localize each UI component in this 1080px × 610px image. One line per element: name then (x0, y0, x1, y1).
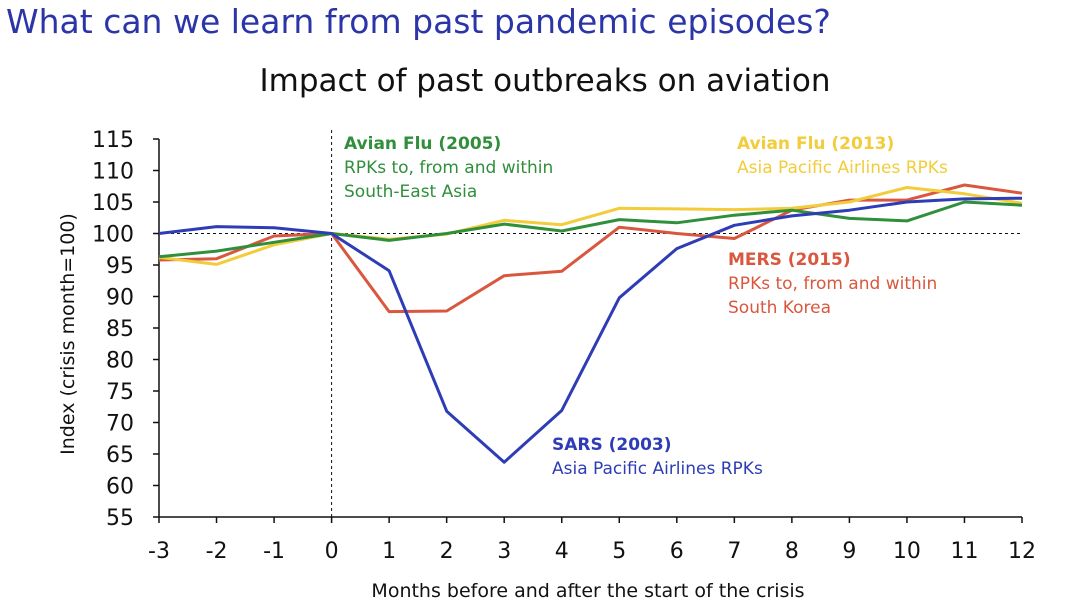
y-tick-label: 85 (106, 317, 134, 342)
series-line-sars (158, 196, 1023, 464)
y-tick-label: 65 (106, 443, 134, 468)
y-axis-label: Index (crisis month=100) (57, 213, 79, 455)
y-tick-label: 90 (106, 286, 134, 311)
annotation-text-avian2013: Asia Pacific Airlines RPKs (737, 158, 948, 178)
series-annotations: Avian Flu (2005) RPKs to, from and within… (344, 134, 948, 479)
x-tick-label: -1 (263, 539, 285, 564)
annotation-title-sars: SARS (2003) (552, 435, 672, 455)
annotation-text-sars: Asia Pacific Airlines RPKs (552, 459, 763, 479)
axes (158, 130, 1022, 518)
x-tick-label: 6 (670, 539, 684, 564)
x-tick-label: 12 (1008, 539, 1036, 564)
x-tick-label: 8 (785, 539, 799, 564)
annotation-title-avian2005: Avian Flu (2005) (344, 134, 501, 154)
chart-title: Impact of past outbreaks on aviation (259, 63, 831, 99)
x-tick-label: 2 (440, 539, 454, 564)
x-tick-label: -3 (148, 539, 170, 564)
annotation-text-mers: South Korea (728, 298, 831, 318)
x-tick-label: 10 (893, 539, 921, 564)
x-tick-label: 9 (842, 539, 856, 564)
y-tick-label: 100 (92, 223, 134, 248)
series-lines (158, 183, 1023, 464)
x-axis-label: Months before and after the start of the… (371, 580, 804, 602)
y-tick-label: 75 (106, 380, 134, 405)
y-tick-label: 80 (106, 349, 134, 374)
y-tick-label: 55 (106, 506, 134, 531)
slide-title: What can we learn from past pandemic epi… (6, 2, 831, 41)
series-line-avian2005 (158, 200, 1023, 259)
x-tick-label: 11 (950, 539, 978, 564)
annotation-text-avian2005: South-East Asia (344, 182, 477, 202)
x-axis-ticks: -3 -2 -1 0 1 2 3 4 5 6 7 8 9 10 11 12 (148, 517, 1036, 564)
annotation-title-avian2013: Avian Flu (2013) (737, 134, 894, 154)
y-tick-label: 60 (106, 475, 134, 500)
y-tick-label: 105 (92, 191, 134, 216)
x-tick-label: 7 (727, 539, 741, 564)
x-tick-label: 0 (325, 539, 339, 564)
x-tick-label: 1 (382, 539, 396, 564)
x-tick-label: 5 (612, 539, 626, 564)
annotation-text-avian2005: RPKs to, from and within (344, 158, 553, 178)
y-tick-label: 110 (92, 160, 134, 185)
series-line-mers (158, 183, 1023, 314)
x-tick-label: -2 (206, 539, 228, 564)
x-tick-label: 3 (497, 539, 511, 564)
annotation-title-mers: MERS (2015) (728, 250, 851, 270)
x-tick-label: 4 (555, 539, 569, 564)
y-tick-label: 95 (106, 254, 134, 279)
annotation-text-mers: RPKs to, from and within (728, 274, 937, 294)
y-axis-ticks: 55 60 65 70 75 80 85 90 95 100 105 110 115 (92, 128, 159, 531)
y-tick-label: 70 (106, 412, 134, 437)
y-tick-label: 115 (92, 128, 134, 153)
